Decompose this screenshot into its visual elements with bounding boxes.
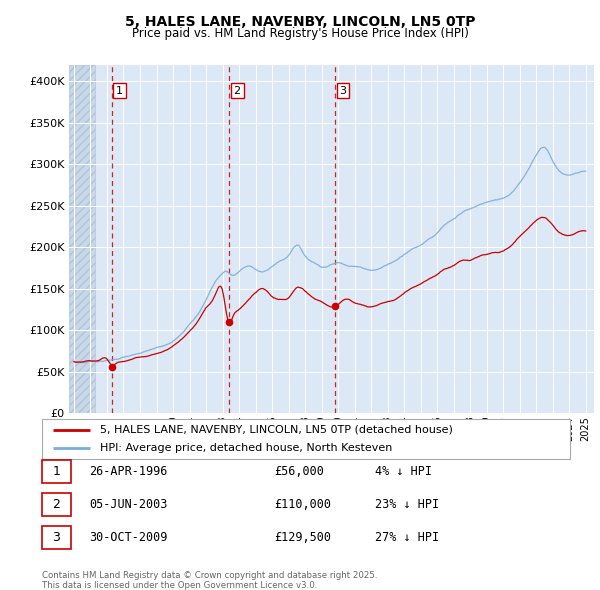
Text: 27% ↓ HPI: 27% ↓ HPI — [374, 531, 439, 544]
Text: Price paid vs. HM Land Registry's House Price Index (HPI): Price paid vs. HM Land Registry's House … — [131, 27, 469, 40]
Text: 1: 1 — [52, 465, 60, 478]
Bar — [69, 65, 95, 413]
Text: Contains HM Land Registry data © Crown copyright and database right 2025.
This d: Contains HM Land Registry data © Crown c… — [42, 571, 377, 590]
Text: 30-OCT-2009: 30-OCT-2009 — [89, 531, 168, 544]
Text: 23% ↓ HPI: 23% ↓ HPI — [374, 498, 439, 511]
Text: 4% ↓ HPI: 4% ↓ HPI — [374, 465, 431, 478]
Text: £129,500: £129,500 — [274, 531, 331, 544]
FancyBboxPatch shape — [42, 419, 570, 459]
Text: 1: 1 — [116, 86, 123, 96]
Text: HPI: Average price, detached house, North Kesteven: HPI: Average price, detached house, Nort… — [100, 443, 392, 453]
Text: 5, HALES LANE, NAVENBY, LINCOLN, LN5 0TP: 5, HALES LANE, NAVENBY, LINCOLN, LN5 0TP — [125, 15, 475, 29]
Text: 2: 2 — [233, 86, 241, 96]
Text: 5, HALES LANE, NAVENBY, LINCOLN, LN5 0TP (detached house): 5, HALES LANE, NAVENBY, LINCOLN, LN5 0TP… — [100, 425, 453, 435]
FancyBboxPatch shape — [42, 526, 71, 549]
Text: £110,000: £110,000 — [274, 498, 331, 511]
Text: 2: 2 — [52, 498, 60, 511]
FancyBboxPatch shape — [42, 493, 71, 516]
FancyBboxPatch shape — [42, 460, 71, 483]
Text: 3: 3 — [52, 531, 60, 544]
Text: £56,000: £56,000 — [274, 465, 324, 478]
Text: 3: 3 — [340, 86, 346, 96]
Text: 26-APR-1996: 26-APR-1996 — [89, 465, 168, 478]
Text: 05-JUN-2003: 05-JUN-2003 — [89, 498, 168, 511]
